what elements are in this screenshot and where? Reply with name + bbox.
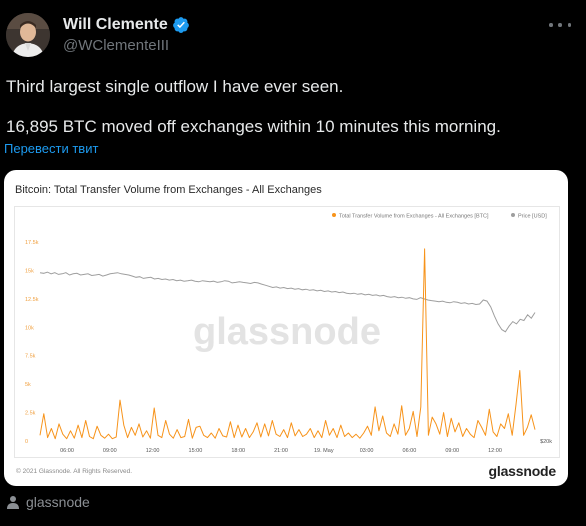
chart-card-image[interactable]: Bitcoin: Total Transfer Volume from Exch… [4,170,568,486]
y-tick-label: 0 [25,439,28,445]
x-tick-label: 21:00 [274,448,288,454]
avatar[interactable] [6,13,50,57]
legend-swatch-volume [332,213,336,217]
x-tick-label: 09:00 [445,448,459,454]
more-options-icon[interactable] [549,17,571,33]
legend-label-volume: Total Transfer Volume from Exchanges - A… [339,214,489,220]
legend-swatch-price [511,213,515,217]
y-tick-label: 2.5k [25,411,36,417]
translate-tweet-link[interactable]: Перевести твит [4,141,99,156]
x-tick-label: 12:00 [488,448,502,454]
chart-svg: glassnode Total Transfer Volume from Exc… [25,213,552,454]
chart-title: Bitcoin: Total Transfer Volume from Exch… [15,184,322,196]
tweet-text-line-2: 16,895 BTC moved off exchanges within 10… [6,117,501,136]
copyright-text: © 2021 Glassnode. All Rights Reserved. [16,468,133,475]
x-tick-label: 06:00 [60,448,74,454]
y-right-tick-label: $20k [540,439,552,445]
glassnode-logo: glassnode [488,463,557,479]
avatar-image [6,13,50,57]
x-tick-label: 03:00 [360,448,374,454]
y-tick-label: 17.5k [25,240,39,246]
user-icon [7,496,19,509]
y-tick-label: 15k [25,268,34,274]
verified-badge-icon [172,17,189,33]
x-tick-label: 15:00 [189,448,203,454]
chart-watermark: glassnode [193,311,381,353]
x-tick-label: 19. May [314,448,334,454]
author-name[interactable]: Will Clemente [63,16,168,33]
author-handle[interactable]: @WClementeIII [63,37,170,54]
y-tick-label: 7.5k [25,354,36,360]
y-tick-label: 12.5k [25,297,39,303]
price-line [39,271,536,333]
legend-label-price: Price [USD] [518,214,547,220]
tweet-text-line-1: Third largest single outflow I have ever… [6,77,344,96]
x-tick-label: 06:00 [403,448,417,454]
chart-plot-area: glassnode Total Transfer Volume from Exc… [14,206,560,458]
y-tick-label: 10k [25,325,34,331]
x-tick-label: 09:00 [103,448,117,454]
card-source-label: glassnode [26,494,90,510]
volume-line [39,248,536,440]
y-tick-label: 5k [25,382,31,388]
x-tick-label: 18:00 [231,448,245,454]
x-tick-label: 12:00 [146,448,160,454]
card-source[interactable]: glassnode [6,494,90,510]
